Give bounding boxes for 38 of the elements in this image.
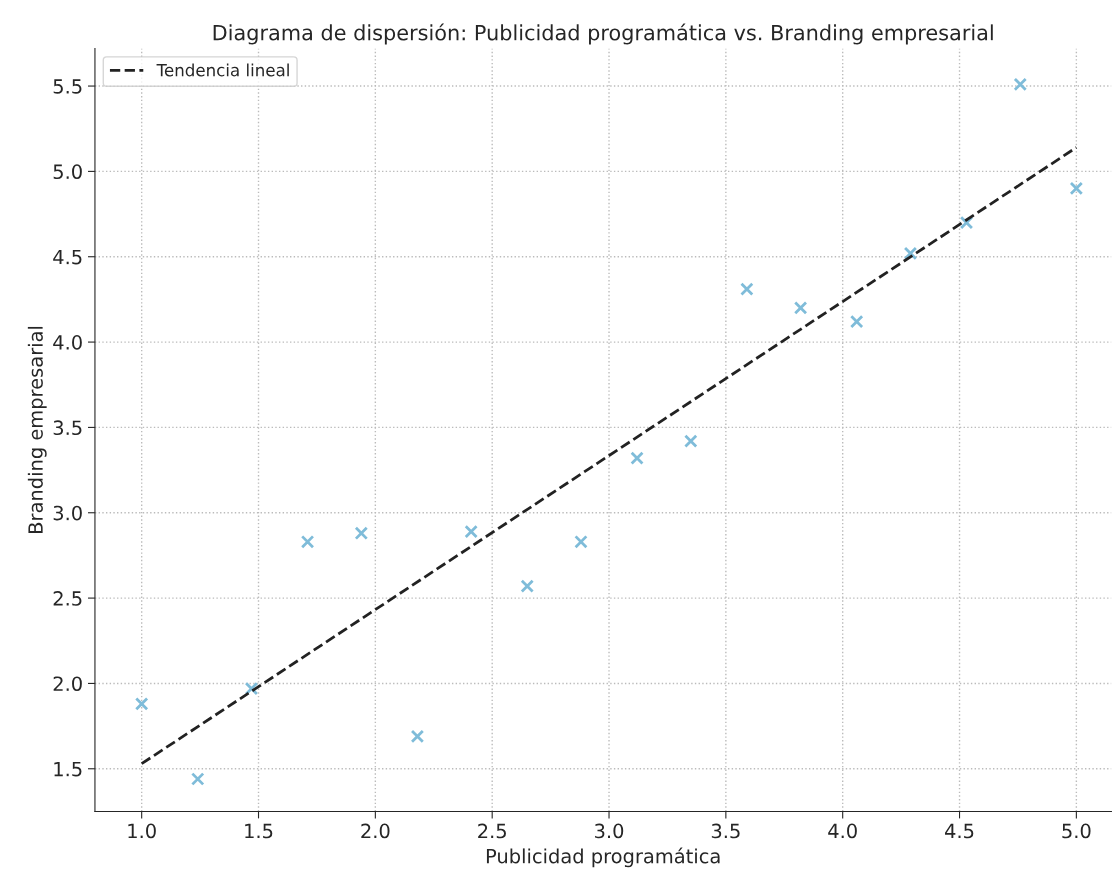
legend-label: Tendencia lineal bbox=[156, 63, 289, 77]
point bbox=[464, 524, 478, 539]
x-tick-label: 4.5 bbox=[945, 823, 974, 839]
chart-title: Diagrama de dispersión: Publicidad programática vs. Branding empresarial bbox=[213, 23, 993, 45]
point bbox=[134, 697, 149, 711]
point bbox=[793, 301, 808, 315]
x-axis-title: Publicidad programática bbox=[486, 847, 720, 868]
y-tick-label: 3.0 bbox=[53, 505, 82, 521]
point bbox=[520, 579, 535, 593]
x-tick-label: 1.0 bbox=[128, 823, 156, 839]
point bbox=[354, 526, 369, 540]
point bbox=[190, 772, 205, 786]
y-tick-label: 2.0 bbox=[53, 676, 82, 692]
x-tick-label: 1.5 bbox=[245, 823, 273, 839]
y-tick-label: 2.5 bbox=[53, 591, 82, 606]
x-tick-label: 3.5 bbox=[711, 823, 740, 839]
x-tick-label: 5.0 bbox=[1062, 823, 1091, 839]
y-tick-label: 3.5 bbox=[53, 420, 82, 436]
x-tick-label: 4.0 bbox=[828, 823, 857, 839]
x-tick-label: 2.0 bbox=[361, 823, 390, 839]
x-tick-label: 2.5 bbox=[478, 823, 506, 839]
y-tick-label: 1.5 bbox=[54, 761, 82, 777]
point bbox=[574, 535, 588, 549]
point bbox=[684, 434, 698, 448]
x-tick-label: 3.0 bbox=[595, 823, 624, 839]
point bbox=[300, 535, 315, 549]
point bbox=[740, 282, 754, 296]
point bbox=[630, 451, 644, 465]
point bbox=[410, 729, 425, 744]
y-tick-label: 4.0 bbox=[53, 335, 82, 350]
point bbox=[849, 314, 864, 329]
point bbox=[903, 246, 918, 261]
y-axis-title: Branding empresarial bbox=[27, 326, 47, 533]
y-tick-label: 5.5 bbox=[53, 79, 82, 94]
point bbox=[1013, 77, 1028, 92]
y-tick-label: 5.0 bbox=[53, 164, 82, 180]
y-tick-label: 4.5 bbox=[53, 249, 82, 265]
point bbox=[1069, 181, 1084, 196]
